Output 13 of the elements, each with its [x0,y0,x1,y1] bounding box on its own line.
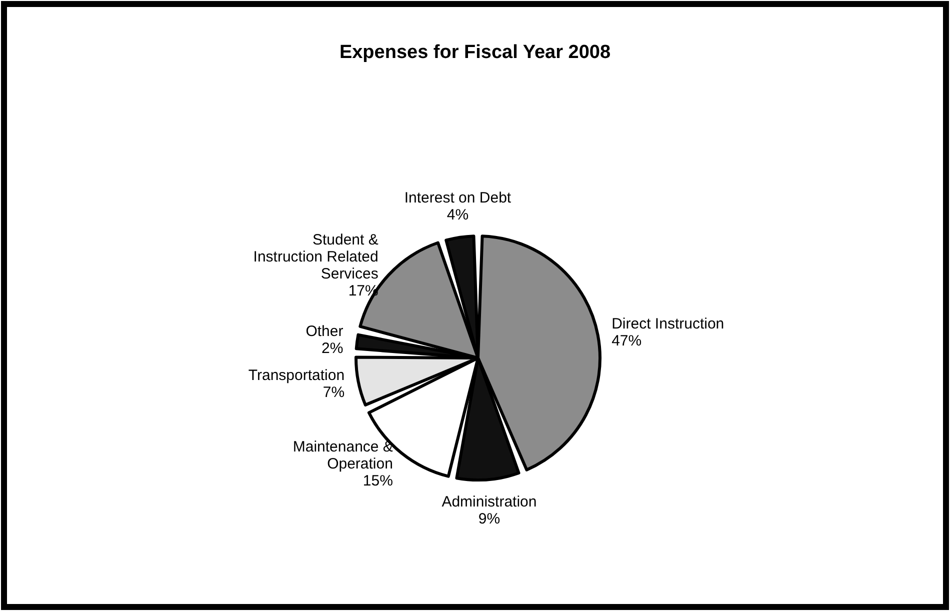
slice-label: Administration [442,494,537,511]
slice-label: Direct Instruction [612,316,724,333]
data-label: 9% [478,510,500,528]
data-label: 4% [446,206,469,224]
data-label: 2% [322,340,344,357]
data-label: 7% [322,384,345,402]
data-label: 15% [362,472,393,490]
chart-title: Expenses for Fiscal Year 2008 [339,42,611,63]
data-label: 47% [612,332,642,350]
slice-label: Student & Instruction Related Services [253,231,378,282]
slice-label: Transportation [248,367,345,384]
slice-label: Other [306,322,344,340]
slice-label: Interest on Debt [404,190,512,207]
